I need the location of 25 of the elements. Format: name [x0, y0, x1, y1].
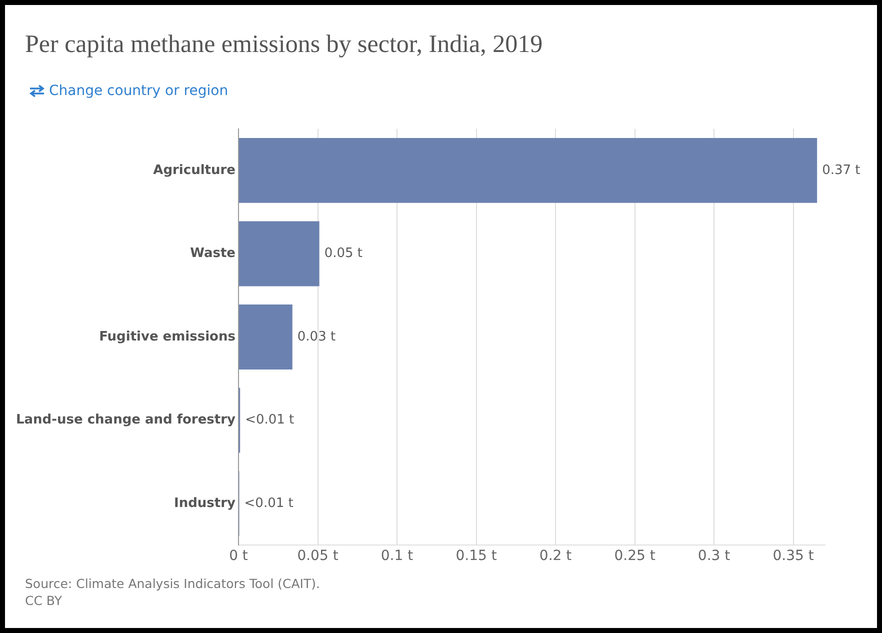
bar [238, 221, 320, 286]
text: CC BY [25, 592, 63, 609]
chart-title: Per capita methane emissions by sector, India, 2019 [25, 31, 543, 59]
x-tick-label: 0.1 t [380, 548, 414, 564]
bar [238, 138, 818, 203]
x-tick-label: 0.35 t [772, 548, 814, 564]
x-tick-label: 0.2 t [539, 548, 572, 564]
data-label: 0.05 t [324, 246, 363, 262]
data-label: <0.01 t [245, 412, 294, 428]
source-note: Source: Climate Analysis Indicators Tool (CAIT). [25, 575, 320, 592]
y-tick-label: Industry [174, 496, 236, 511]
x-tick-label: 0.3 t [698, 548, 731, 564]
y-tick-label: Land-use change and forestry [16, 412, 236, 428]
y-tick-label: Agriculture [153, 162, 236, 178]
x-tick-label: 0.25 t [614, 548, 656, 564]
y-tick-label: Fugitive emissions [99, 329, 236, 344]
x-tick-label: 0.05 t [297, 548, 339, 564]
data-label: <0.01 t [244, 496, 294, 511]
x-tick-label: 0.15 t [456, 548, 498, 564]
x-tick-label: 0 t [229, 548, 248, 564]
data-label: 0.03 t [297, 329, 336, 344]
bar [238, 304, 292, 370]
data-label: 0.37 t [822, 162, 860, 178]
text: Change country or region [49, 83, 228, 99]
y-tick-label: Waste [190, 246, 236, 262]
